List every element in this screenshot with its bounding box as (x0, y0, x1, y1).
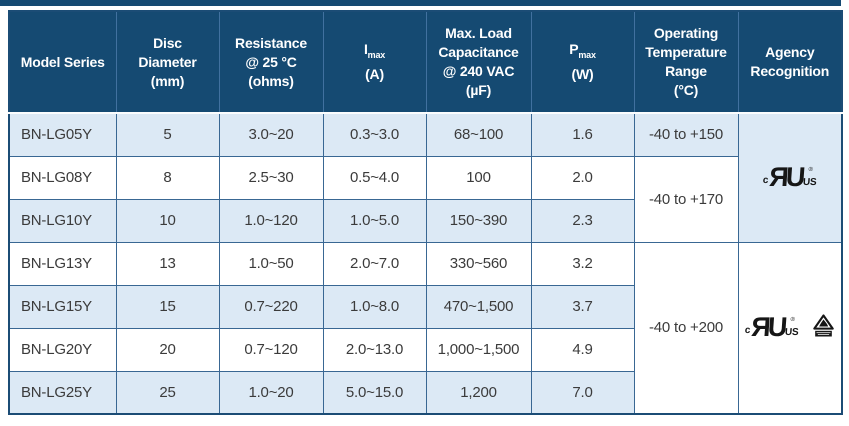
cell-capacitance: 1,000~1,500 (425, 327, 532, 372)
col-header-imax: Imax (A) (323, 11, 427, 114)
cell-resistance: 2.5~30 (218, 155, 324, 200)
cell-pmax: 2.3 (530, 198, 635, 243)
cell-model: BN-LG08Y (8, 155, 117, 200)
cell-model: BN-LG15Y (8, 284, 117, 329)
col-header-pmax: Pmax (W) (531, 11, 635, 114)
cell-agency-rows1-3: c ЯU ® US (737, 112, 843, 243)
cell-resistance: 1.0~50 (218, 241, 324, 286)
cell-temp-range-rows4-7: -40 to +200 (633, 241, 739, 415)
cell-resistance: 0.7~120 (218, 327, 324, 372)
cell-capacitance: 330~560 (425, 241, 532, 286)
table-row: BN-LG13Y 13 1.0~50 2.0~7.0 330~560 3.2 -… (8, 241, 843, 415)
cell-disc-diameter: 5 (115, 112, 220, 157)
col-header-agency-recognition: Agency Recognition (738, 11, 842, 114)
cell-pmax: 3.2 (530, 241, 635, 286)
cell-model: BN-LG25Y (8, 370, 117, 415)
col-header-model-series: Model Series (9, 11, 117, 114)
cell-capacitance: 68~100 (425, 112, 532, 157)
cell-pmax: 7.0 (530, 370, 635, 415)
cell-imax: 2.0~13.0 (322, 327, 427, 372)
cell-disc-diameter: 25 (115, 370, 220, 415)
table-row: BN-LG10Y 10 1.0~120 1.0~5.0 150~390 2.3 (8, 198, 842, 243)
ul-recognized-icon: c ЯU ® US (744, 312, 800, 343)
triangle-cert-icon (813, 314, 834, 342)
table-row: BN-LG08Y 8 2.5~30 0.5~4.0 100 2.0 -40 to… (8, 155, 842, 243)
table-row: BN-LG15Y 15 0.7~220 1.0~8.0 470~1,500 3.… (8, 284, 842, 329)
header-label: Model Series (20, 53, 105, 70)
cell-temp-range-rows2-3: -40 to +170 (633, 155, 739, 243)
top-divider-bar (0, 0, 841, 6)
cell-pmax: 1.6 (530, 112, 635, 157)
cell-pmax: 4.9 (530, 327, 635, 372)
cell-capacitance: 1,200 (425, 370, 532, 415)
cell-imax: 1.0~5.0 (322, 198, 427, 243)
model-specifications-table: Model Series Disc Diameter (mm) Resistan… (8, 10, 843, 415)
cell-disc-diameter: 20 (115, 327, 220, 372)
cell-resistance: 1.0~120 (218, 198, 324, 243)
ul-recognized-icon: c ЯU ® US (762, 162, 817, 193)
col-header-disc-diameter: Disc Diameter (mm) (116, 11, 220, 114)
col-header-max-load-capacitance: Max. Load Capacitance @ 240 VAC (µF) (426, 11, 532, 114)
cell-disc-diameter: 10 (115, 198, 220, 243)
cell-imax: 1.0~8.0 (322, 284, 427, 329)
cell-model: BN-LG10Y (8, 198, 117, 243)
cell-resistance: 1.0~20 (218, 370, 324, 415)
cell-pmax: 3.7 (530, 284, 635, 329)
cell-imax: 2.0~7.0 (322, 241, 427, 286)
cell-temp-range: -40 to +150 (633, 112, 739, 157)
cell-model: BN-LG20Y (8, 327, 117, 372)
cell-disc-diameter: 15 (115, 284, 220, 329)
cell-pmax: 2.0 (530, 155, 635, 200)
cell-resistance: 3.0~20 (218, 112, 324, 157)
cell-imax: 0.3~3.0 (322, 112, 427, 157)
cell-imax: 0.5~4.0 (322, 155, 427, 200)
table-row: BN-LG20Y 20 0.7~120 2.0~13.0 1,000~1,500… (8, 327, 842, 372)
table-row: BN-LG25Y 25 1.0~20 5.0~15.0 1,200 7.0 (8, 370, 842, 415)
table-row: BN-LG05Y 5 3.0~20 0.3~3.0 68~100 1.6 -40… (8, 112, 843, 243)
table-header-row: Model Series Disc Diameter (mm) Resistan… (9, 11, 842, 114)
cell-disc-diameter: 8 (115, 155, 220, 200)
cell-model: BN-LG05Y (8, 112, 117, 157)
cell-model: BN-LG13Y (8, 241, 117, 286)
col-header-operating-temp-range: Operating Temperature Range (°C) (634, 11, 739, 114)
cell-capacitance: 100 (425, 155, 532, 200)
cell-capacitance: 470~1,500 (425, 284, 532, 329)
cell-capacitance: 150~390 (425, 198, 532, 243)
cell-resistance: 0.7~220 (218, 284, 324, 329)
col-header-resistance: Resistance @ 25 °C (ohms) (219, 11, 324, 114)
cell-agency-rows4-7: c ЯU ® US (737, 241, 843, 415)
cell-imax: 5.0~15.0 (322, 370, 427, 415)
cell-disc-diameter: 13 (115, 241, 220, 286)
